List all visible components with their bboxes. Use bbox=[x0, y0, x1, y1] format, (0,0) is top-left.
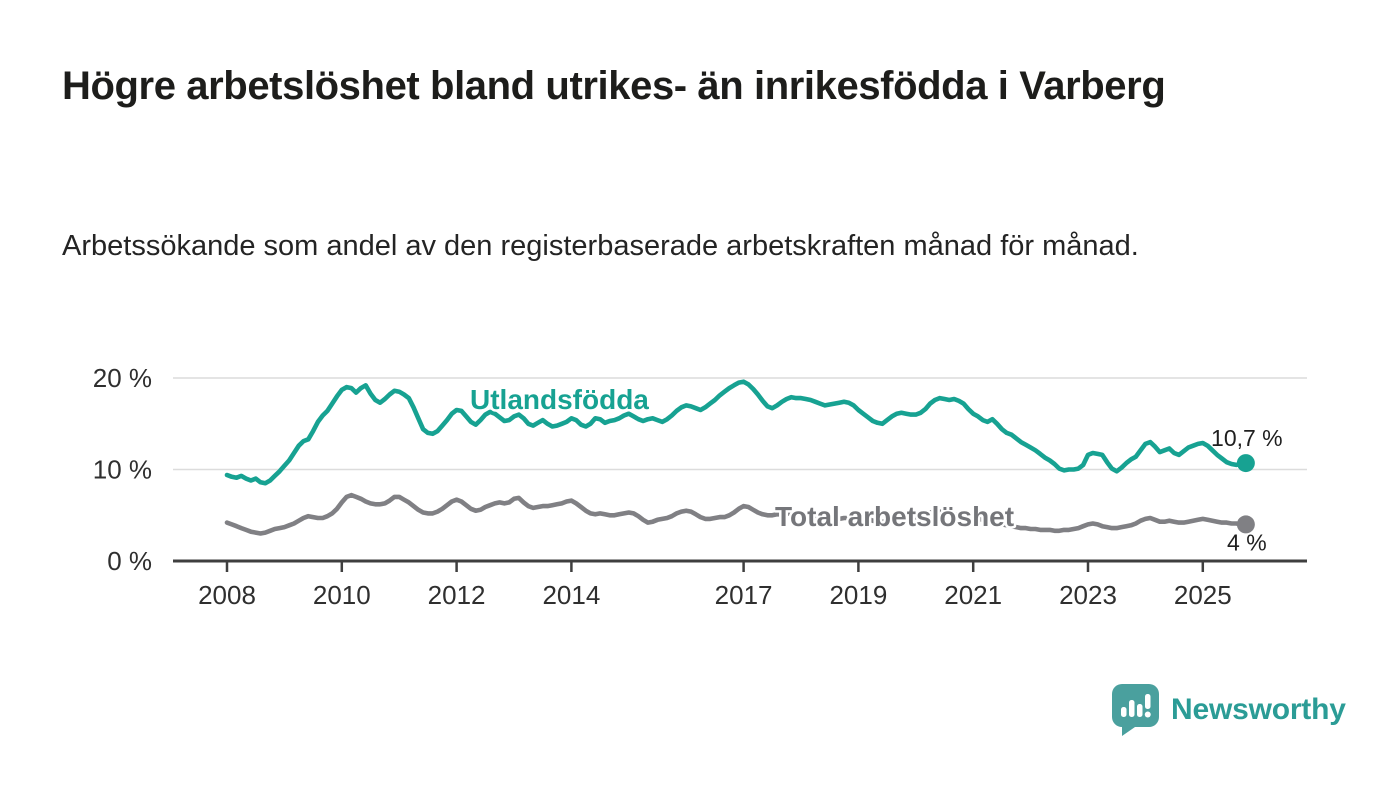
series-end-dot-total bbox=[1236, 515, 1255, 534]
newsworthy-logo: Newsworthy bbox=[1112, 684, 1346, 736]
newsworthy-wordmark: Newsworthy bbox=[1171, 693, 1346, 726]
x-axis-label-2017: 2017 bbox=[715, 580, 773, 610]
end-value-label-utlandsfodda: 10,7 % bbox=[1211, 425, 1283, 451]
x-axis-label-2012: 2012 bbox=[428, 580, 486, 610]
page-title: Högre arbetslöshet bland utrikes- än inr… bbox=[62, 64, 1166, 108]
x-axis-label-2021: 2021 bbox=[944, 580, 1002, 610]
x-axis-label-2025: 2025 bbox=[1174, 580, 1232, 610]
x-axis-label-2014: 2014 bbox=[542, 580, 600, 610]
x-axis-label-2019: 2019 bbox=[829, 580, 887, 610]
y-axis-label-10: 10 % bbox=[93, 455, 152, 485]
y-axis-label-0: 0 % bbox=[107, 546, 152, 576]
newsworthy-speech-bubble-chart-icon bbox=[1112, 684, 1159, 736]
chart-subtitle: Arbetssökande som andel av den registerb… bbox=[62, 230, 1139, 262]
series-line-utlandsfodda bbox=[224, 379, 1249, 486]
y-axis-label-20: 20 % bbox=[93, 363, 152, 393]
series-line-total bbox=[224, 492, 1249, 536]
x-axis-label-2010: 2010 bbox=[313, 580, 371, 610]
x-axis-label-2023: 2023 bbox=[1059, 580, 1117, 610]
x-axis-label-2008: 2008 bbox=[198, 580, 256, 610]
series-label-utlandsfodda: Utlandsfödda bbox=[470, 384, 649, 415]
series-label-total: Total arbetslöshet bbox=[775, 501, 1014, 532]
end-value-label-total: 4 % bbox=[1227, 529, 1267, 555]
series-end-dot-utlandsfodda bbox=[1236, 454, 1255, 473]
